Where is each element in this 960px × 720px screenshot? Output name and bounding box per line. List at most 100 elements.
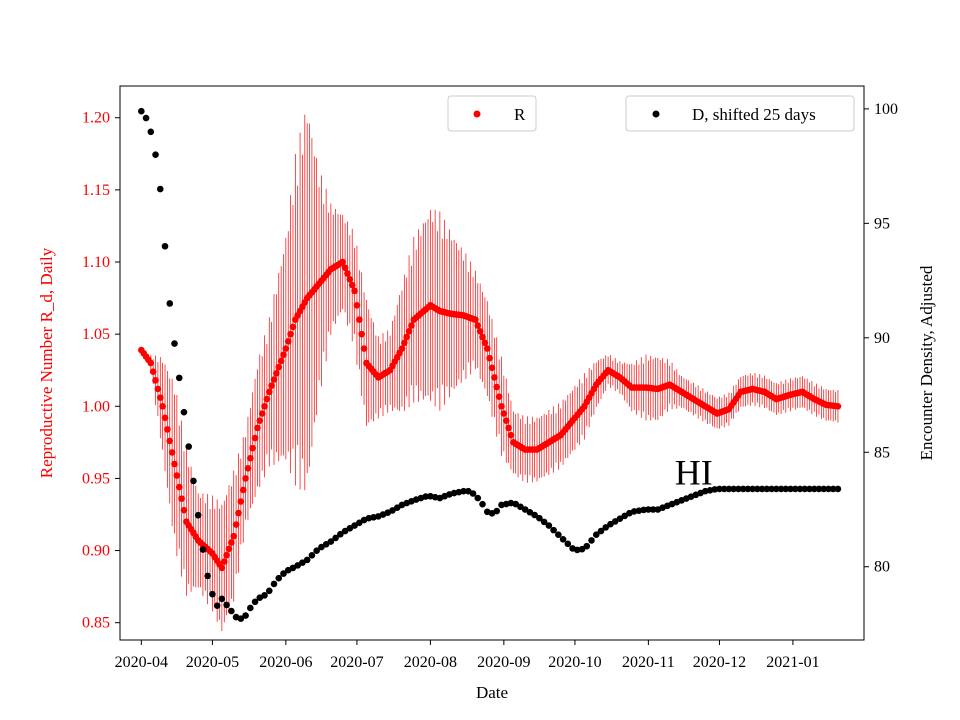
x-tick-label-2: 2020-06 xyxy=(259,654,312,671)
r-point-15 xyxy=(173,472,181,479)
d-point-90 xyxy=(564,540,572,548)
y-left-tick-label-7: 1.20 xyxy=(82,110,110,127)
x-axis-title: Date xyxy=(476,683,508,702)
r-point-9 xyxy=(159,402,166,410)
r-point-43 xyxy=(239,486,247,494)
d-point-40 xyxy=(327,538,335,545)
d-point-83 xyxy=(531,511,538,519)
r-point-12 xyxy=(166,437,174,445)
r-point-111 xyxy=(401,339,408,347)
r-point-153 xyxy=(500,410,508,417)
r-point-90 xyxy=(351,287,358,295)
legend-r: R xyxy=(447,95,537,132)
d-point-128 xyxy=(744,485,752,493)
y-left-tick-label-4: 1.05 xyxy=(82,326,110,343)
x-tick-label-5: 2020-09 xyxy=(477,654,530,671)
r-point-42 xyxy=(237,498,245,505)
x-tick-label-8: 2020-12 xyxy=(693,654,746,671)
r-point-16 xyxy=(175,483,183,491)
legend-r-frame xyxy=(447,95,537,132)
d-point-14 xyxy=(204,572,211,580)
r-point-5 xyxy=(149,368,157,375)
r-point-88 xyxy=(346,276,354,283)
r-point-47 xyxy=(249,444,256,452)
r-point-45 xyxy=(244,465,252,472)
d-point-6 xyxy=(166,300,174,307)
r-point-146 xyxy=(483,345,491,352)
r-point-36 xyxy=(223,551,230,559)
d-point-17 xyxy=(218,595,226,603)
x-tick-label-6: 2020-10 xyxy=(548,654,601,671)
r-point-40 xyxy=(232,521,240,528)
d-point-30 xyxy=(280,570,287,577)
d-point-21 xyxy=(237,615,245,622)
r-point-154 xyxy=(502,417,510,425)
d-point-16 xyxy=(213,602,221,609)
r-point-149 xyxy=(491,374,498,381)
d-point-123 xyxy=(720,485,728,493)
d-point-75 xyxy=(493,507,501,515)
plot-frame xyxy=(119,85,865,641)
d-point-4 xyxy=(156,185,164,193)
r-point-294 xyxy=(834,402,842,410)
d-point-23 xyxy=(247,604,254,612)
d-point-35 xyxy=(303,556,311,564)
r-point-39 xyxy=(230,532,238,540)
d-point-124 xyxy=(725,485,733,493)
r-point-57 xyxy=(273,370,280,377)
d-point-136 xyxy=(782,485,790,493)
r-point-55 xyxy=(268,382,275,389)
r-point-13 xyxy=(168,449,176,456)
d-point-126 xyxy=(735,485,742,493)
r-point-10 xyxy=(161,414,169,422)
d-point-130 xyxy=(754,485,761,493)
y-left-tick-label-5: 1.10 xyxy=(82,254,110,271)
r-point-18 xyxy=(180,506,188,514)
r-point-54 xyxy=(265,388,273,396)
r-point-59 xyxy=(277,357,285,365)
y-left-axis: 0.85 0.90 0.95 1.00 1.05 1.10 1.15 1.20 xyxy=(82,110,120,632)
r-series xyxy=(138,258,842,572)
d-point-138 xyxy=(791,485,799,493)
d-point-15 xyxy=(209,590,216,598)
d-point-147 xyxy=(834,485,842,493)
d-point-41 xyxy=(332,534,339,542)
d-point-68 xyxy=(460,487,467,495)
d-point-70 xyxy=(469,490,477,497)
d-point-127 xyxy=(739,485,747,493)
r-point-4 xyxy=(147,359,155,367)
d-point-71 xyxy=(474,494,482,502)
r-point-37 xyxy=(225,545,233,553)
d-point-28 xyxy=(270,580,278,588)
r-point-34 xyxy=(218,564,226,572)
d-point-87 xyxy=(550,526,557,534)
x-tick-label-4: 2020-08 xyxy=(404,654,457,671)
d-point-145 xyxy=(825,485,832,493)
d-point-29 xyxy=(275,574,283,582)
legend-r-marker xyxy=(473,110,481,118)
d-point-98 xyxy=(602,524,610,531)
d-point-95 xyxy=(588,537,595,544)
r-point-11 xyxy=(164,426,171,433)
y-left-axis-title: Reproductive Number R_d, Daily xyxy=(37,247,56,478)
d-point-93 xyxy=(578,545,586,553)
r-point-147 xyxy=(486,354,493,362)
d-point-0 xyxy=(138,107,145,115)
d-point-121 xyxy=(711,486,719,493)
d-point-96 xyxy=(592,531,600,538)
d-point-9 xyxy=(180,408,188,416)
d-point-134 xyxy=(773,485,780,493)
x-axis: 2020-04 2020-05 2020-06 2020-07 2020-08 2020-… xyxy=(115,640,820,671)
d-point-37 xyxy=(313,547,320,555)
y-left-tick-label-1: 0.90 xyxy=(82,543,110,560)
r-point-44 xyxy=(242,475,249,482)
d-point-107 xyxy=(645,506,652,513)
r-point-64 xyxy=(289,323,297,331)
d-point-94 xyxy=(583,542,591,550)
d-point-8 xyxy=(175,374,183,382)
d-point-13 xyxy=(199,546,207,553)
d-point-142 xyxy=(810,485,818,493)
d-point-143 xyxy=(815,485,823,493)
r-point-112 xyxy=(403,333,411,341)
legend-r-label: R xyxy=(514,105,526,124)
